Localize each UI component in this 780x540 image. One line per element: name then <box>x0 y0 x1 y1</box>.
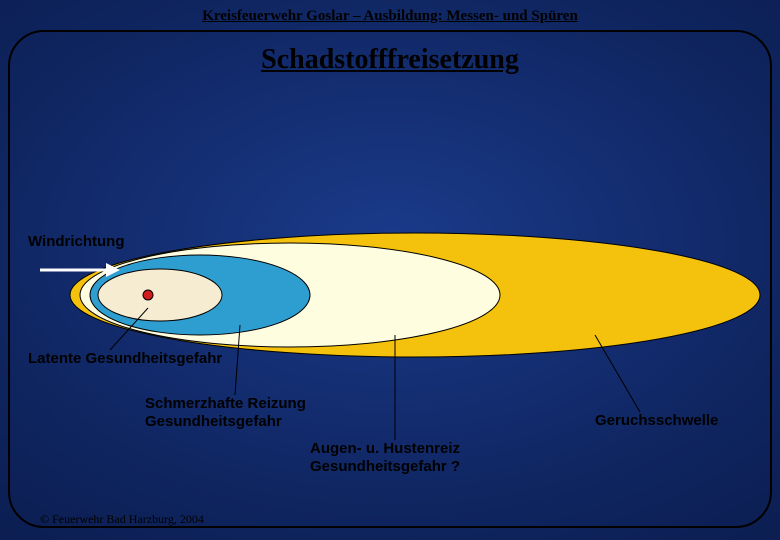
label-schmerz-line2: Gesundheitsgefahr <box>145 413 282 430</box>
label-augen-line1: Augen- u. Hustenreiz <box>310 440 460 457</box>
label-windrichtung: Windrichtung <box>28 233 125 251</box>
conn-geruch <box>595 335 640 412</box>
slide-root: Kreisfeuerwehr Goslar – Ausbildung: Mess… <box>0 0 780 540</box>
label-schmerz-line1: Schmerzhafte Reizung <box>145 395 306 412</box>
copyright-text: © Feuerwehr Bad Harzburg, 2004 <box>40 512 204 527</box>
label-augen-line2: Gesundheitsgefahr ? <box>310 458 460 475</box>
source-point <box>143 290 153 300</box>
label-augen-hustenreiz: Augen- u. Hustenreiz Gesundheitsgefahr ? <box>310 440 460 476</box>
label-geruchsschwelle: Geruchsschwelle <box>595 412 718 430</box>
label-latente-gesundheitsgefahr: Latente Gesundheitsgefahr <box>28 350 222 368</box>
label-schmerzhafte-reizung: Schmerzhafte Reizung Gesundheitsgefahr <box>145 395 306 431</box>
plume-latente <box>98 269 222 321</box>
